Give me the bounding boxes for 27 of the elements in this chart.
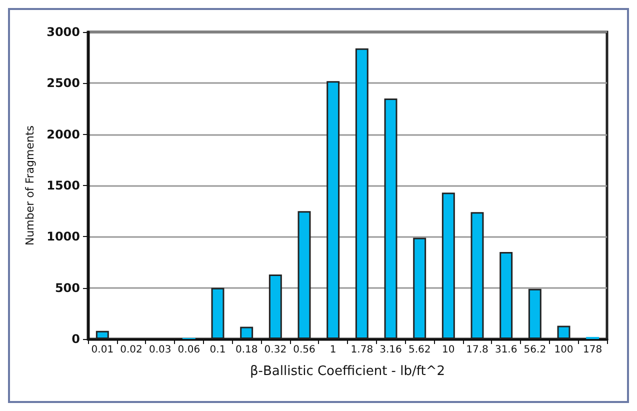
y-tick-label: 2500 bbox=[46, 76, 80, 90]
x-tick-label: 0.03 bbox=[148, 344, 172, 356]
x-tick-label: 31.6 bbox=[494, 344, 518, 356]
y-tick-label: 500 bbox=[54, 280, 80, 295]
x-tick-label: 5.62 bbox=[408, 344, 431, 356]
y-tick-label: 3000 bbox=[46, 25, 80, 39]
x-axis-title: β-Ballistic Coefficient - lb/ft^2 bbox=[250, 364, 445, 379]
x-tick-label: 17.8 bbox=[466, 344, 488, 356]
x-tick-label: 56.2 bbox=[524, 344, 546, 356]
y-axis-title: Number of Fragments bbox=[24, 125, 37, 246]
x-tick-label: 0.18 bbox=[235, 344, 258, 356]
x-tick-label: 0.32 bbox=[264, 344, 287, 356]
x-tick-label: 3.16 bbox=[380, 344, 402, 356]
x-tick-label: 178 bbox=[583, 344, 602, 356]
x-tick-label: 100 bbox=[554, 344, 574, 356]
x-tick-label: 1.78 bbox=[350, 344, 374, 356]
x-tick-label: 10 bbox=[442, 344, 455, 356]
y-tick-label: 2000 bbox=[46, 127, 80, 142]
y-tick-label: 1000 bbox=[46, 230, 80, 244]
x-tick-label: 0.06 bbox=[178, 344, 200, 356]
x-tick-label: 0.1 bbox=[210, 344, 226, 356]
x-tick-label: 0.56 bbox=[293, 344, 316, 356]
x-tick-label: 0.01 bbox=[91, 344, 114, 356]
x-tick-label: 1 bbox=[330, 344, 336, 356]
y-tick-label: 0 bbox=[72, 332, 80, 346]
x-tick-label: 0.02 bbox=[120, 344, 142, 356]
y-tick-label: 1500 bbox=[46, 178, 80, 192]
